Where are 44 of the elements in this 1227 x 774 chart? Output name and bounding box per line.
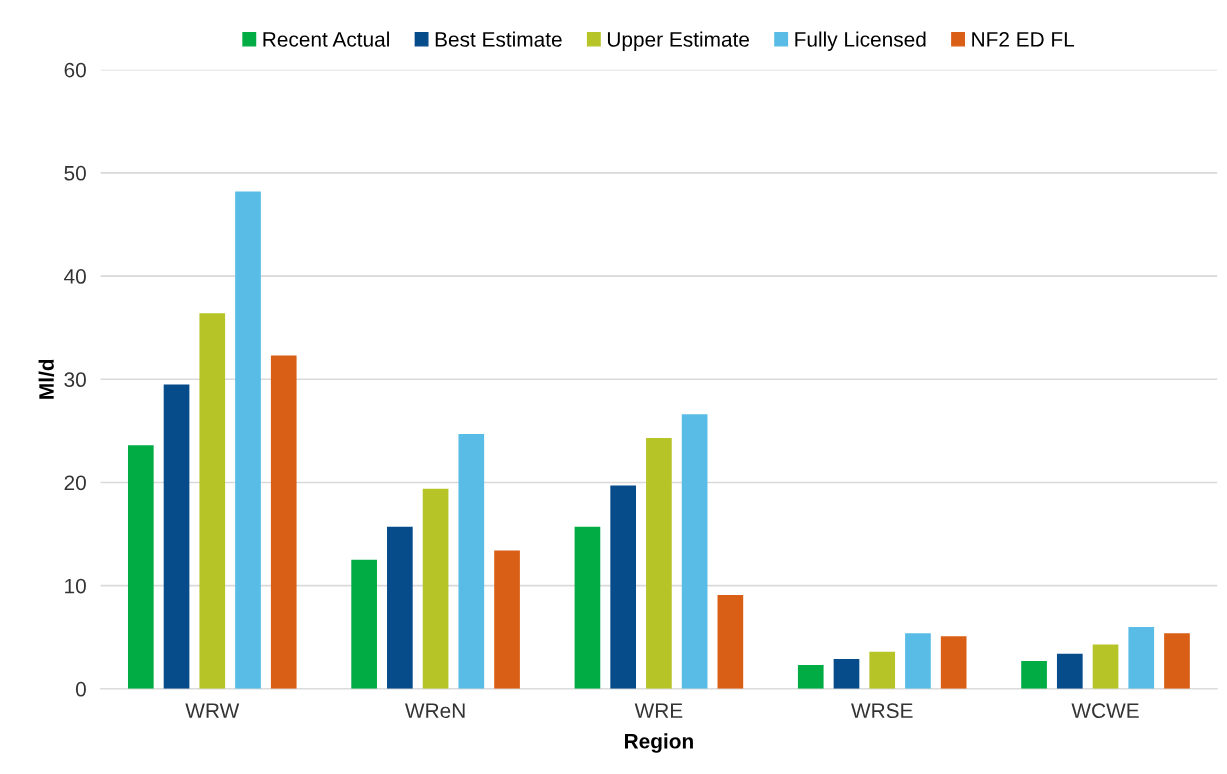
y-tick-label: 50 (64, 165, 86, 181)
bar (833, 658, 860, 689)
legend-label: NF2 ED FL (972, 32, 1075, 47)
bar (199, 313, 226, 689)
bar (905, 633, 931, 689)
bar (127, 445, 154, 689)
legend-label: Fully Licensed (795, 31, 926, 51)
bar (163, 384, 190, 689)
bar (1021, 661, 1047, 689)
y-tick-label: 30 (64, 372, 86, 388)
bar (235, 191, 261, 689)
bar (1164, 633, 1190, 689)
bar (494, 550, 520, 689)
bar (574, 526, 601, 689)
bar (681, 414, 708, 689)
x-tick-label: WReN (405, 703, 465, 719)
y-tick-label: 10 (65, 578, 86, 594)
bar (458, 433, 485, 689)
bar (1092, 644, 1119, 689)
x-tick-label: WRSE (851, 703, 913, 719)
bar (422, 488, 449, 689)
y-tick-label: 40 (64, 269, 86, 284)
y-tick-label: 0 (75, 681, 86, 697)
x-tick-label: WRW (185, 703, 240, 718)
x-axis-title: Region (625, 733, 693, 753)
legend-label: Upper Estimate (607, 31, 749, 51)
bar (610, 485, 637, 689)
bar (869, 651, 896, 689)
y-tick-label: 60 (64, 62, 86, 78)
bar (1128, 626, 1155, 689)
x-tick-label: WCWE (1071, 703, 1139, 719)
legend-label: Recent Actual (263, 31, 389, 47)
y-axis-title: Ml/d (38, 359, 55, 399)
bar (646, 438, 672, 689)
bar (351, 559, 377, 689)
bar (717, 594, 744, 689)
bar (387, 526, 413, 689)
bar (940, 636, 967, 689)
legend-label: Best Estimate (435, 31, 562, 47)
bar (1056, 653, 1083, 689)
bar (270, 355, 297, 689)
y-tick-label: 20 (64, 475, 86, 491)
bar (797, 665, 824, 689)
x-tick-label: WRE (634, 703, 683, 718)
